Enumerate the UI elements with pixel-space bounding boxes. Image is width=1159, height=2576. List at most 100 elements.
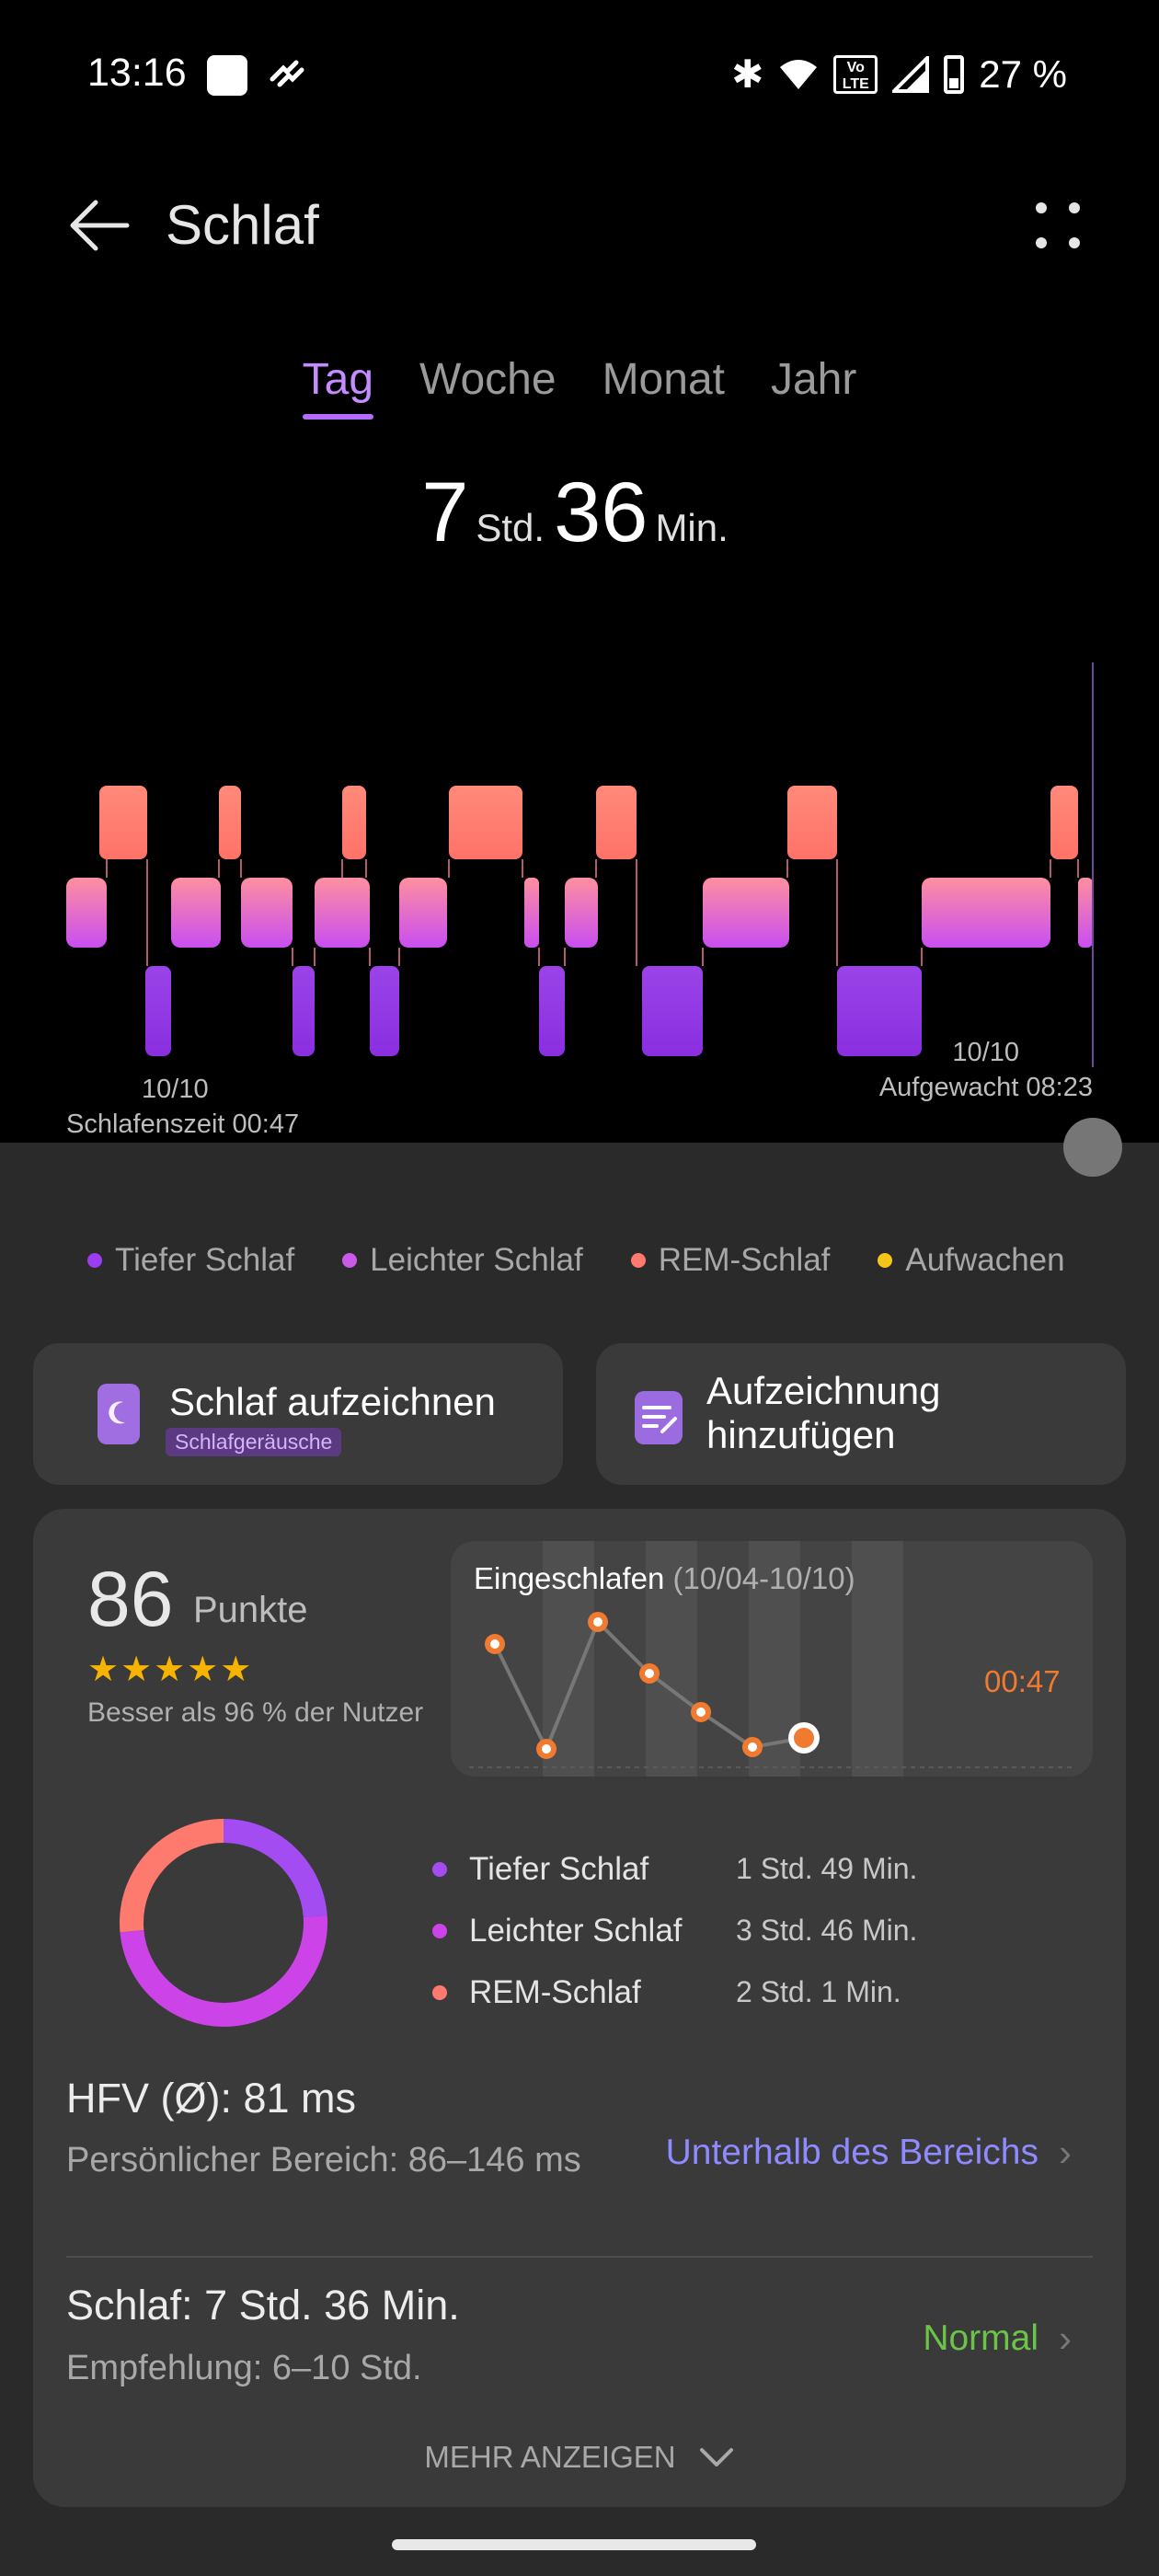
home-indicator[interactable]	[392, 2539, 756, 2550]
light-seg	[315, 878, 370, 948]
score-comparison: Besser als 96 % der Nutzer	[87, 1697, 424, 1728]
legend-light: Leichter Schlaf	[342, 1242, 583, 1279]
hfv-title: HFV (Ø): 81 ms	[66, 2075, 357, 2122]
tab-year[interactable]: Jahr	[770, 355, 857, 404]
add-record-button[interactable]: Aufzeichnung hinzufügen	[596, 1343, 1126, 1485]
stage-connectors	[106, 859, 1079, 966]
column-band	[646, 1541, 697, 1777]
deep-sleep-segments	[145, 966, 922, 1056]
legend-awake: Aufwachen	[878, 1242, 1065, 1279]
legend-label: Aufwachen	[905, 1242, 1065, 1278]
bedtime-label: 10/10 Schlafenszeit 00:47	[66, 1072, 299, 1142]
legend-dot	[342, 1253, 358, 1268]
star-rating: ★★★★★	[87, 1649, 253, 1690]
page-title: Schlaf	[166, 194, 319, 256]
chevron-right-icon: ›	[1059, 2131, 1072, 2174]
fall-asleep-plot	[469, 1541, 1074, 1777]
sleep-duration-title: Schlaf: 7 Std. 36 Min.	[66, 2282, 460, 2329]
stage-value: 1 Std. 49 Min.	[736, 1852, 918, 1885]
sleep-total-summary: 7 Std. 36 Min.	[0, 465, 1159, 561]
deep-seg	[293, 966, 315, 1056]
notification-app-icon	[207, 55, 247, 96]
light-sleep-segments	[66, 878, 1093, 948]
fall-asleep-point	[639, 1663, 660, 1684]
wake-text: Aufgewacht 08:23	[878, 1073, 1093, 1102]
stage-legend: Tiefer Schlaf Leichter Schlaf REM-Schlaf…	[87, 1242, 1065, 1279]
legend-deep: Tiefer Schlaf	[87, 1242, 294, 1279]
light-seg	[922, 878, 1050, 948]
sleep-score-unit: Punkte	[193, 1590, 308, 1630]
stage-value: 2 Std. 1 Min.	[736, 1975, 901, 2008]
sleep-score-value: 86	[87, 1556, 174, 1642]
stage-dot	[432, 1861, 447, 1877]
stage-name: Tiefer Schlaf	[469, 1850, 649, 1887]
sleep-record-icon	[98, 1384, 140, 1444]
stage-row-rem: REM-Schlaf 2 Std. 1 Min.	[432, 1961, 1039, 2023]
stage-value: 3 Std. 46 Min.	[736, 1914, 918, 1947]
light-seg	[66, 878, 107, 948]
rem-seg	[342, 786, 366, 859]
rem-seg	[787, 786, 837, 859]
note-lines-icon	[642, 1406, 677, 1433]
light-seg	[524, 878, 539, 948]
fall-asleep-title: Eingeschlafen (10/04-10/10)	[474, 1561, 855, 1596]
rem-seg	[99, 786, 147, 859]
rem-segments	[99, 786, 1078, 859]
tab-week[interactable]: Woche	[419, 355, 557, 404]
summary-hours-unit: Std.	[476, 506, 545, 549]
back-arrow-icon[interactable]	[64, 193, 138, 258]
hfv-range: Persönlicher Bereich: 86–146 ms	[66, 2141, 581, 2179]
deep-seg	[837, 966, 922, 1056]
summary-hours: 7	[421, 466, 469, 559]
legend-dot	[878, 1253, 893, 1268]
light-seg	[565, 878, 598, 948]
tab-month[interactable]: Monat	[602, 355, 725, 404]
divider	[66, 2256, 1093, 2258]
health-app-notification-icon	[270, 60, 304, 87]
edit-note-icon	[635, 1391, 683, 1444]
more-options-icon[interactable]	[1021, 193, 1095, 258]
stage-dot	[432, 1923, 447, 1938]
legend-label: Tiefer Schlaf	[115, 1242, 295, 1278]
fall-asleep-chart[interactable]: Eingeschlafen (10/04-10/10) 00:47	[451, 1541, 1093, 1777]
stage-row-deep: Tiefer Schlaf 1 Std. 49 Min.	[432, 1838, 1039, 1900]
deep-seg	[370, 966, 399, 1056]
status-icons: ✱ Vo LTE 27 %	[731, 52, 1067, 97]
show-more-button[interactable]: MEHR ANZEIGEN	[0, 2440, 1159, 2475]
legend-dot	[87, 1253, 102, 1268]
chevron-down-icon	[699, 2448, 733, 2467]
sleep-stage-chart[interactable]	[0, 662, 1159, 1141]
tab-day[interactable]: Tag	[302, 354, 374, 420]
wake-date: 10/10	[952, 1038, 1019, 1067]
status-time: 13:16	[87, 51, 187, 95]
fall-asleep-range: (10/04-10/10)	[672, 1561, 855, 1595]
sleep-duration-status-link[interactable]: Normal ›	[923, 2317, 1072, 2361]
fall-asleep-point	[742, 1737, 763, 1757]
hfv-status-link[interactable]: Unterhalb des Bereichs ›	[666, 2131, 1072, 2175]
fall-asleep-points	[485, 1612, 763, 1759]
light-seg	[399, 878, 447, 948]
record-sleep-button[interactable]: Schlaf aufzeichnen Schlafgeräusche	[33, 1343, 563, 1485]
volte-icon: Vo LTE	[833, 54, 878, 94]
stage-row-light: Leichter Schlaf 3 Std. 46 Min.	[432, 1900, 1039, 1961]
stage-name: Leichter Schlaf	[469, 1912, 683, 1949]
donut-rem-arc	[120, 1819, 327, 2027]
column-band	[852, 1541, 903, 1777]
light-seg	[171, 878, 221, 948]
deep-seg	[539, 966, 565, 1056]
battery-icon	[944, 54, 965, 94]
moon-icon	[109, 1401, 125, 1424]
fall-asleep-point	[588, 1612, 608, 1632]
hfv-status-text: Unterhalb des Bereichs	[665, 2133, 1039, 2172]
rem-seg	[449, 786, 522, 859]
wifi-icon	[780, 59, 818, 89]
legend-dot	[630, 1253, 646, 1268]
stage-donut-chart	[120, 1819, 327, 2027]
star-icons: ★★★★★	[87, 1650, 254, 1689]
deep-seg	[642, 966, 703, 1056]
stage-dot	[432, 1984, 447, 2000]
chart-scrubber-handle[interactable]	[1063, 1118, 1122, 1177]
rem-seg	[596, 786, 637, 859]
show-more-label: MEHR ANZEIGEN	[424, 2440, 676, 2474]
bedtime-date: 10/10	[142, 1075, 209, 1104]
